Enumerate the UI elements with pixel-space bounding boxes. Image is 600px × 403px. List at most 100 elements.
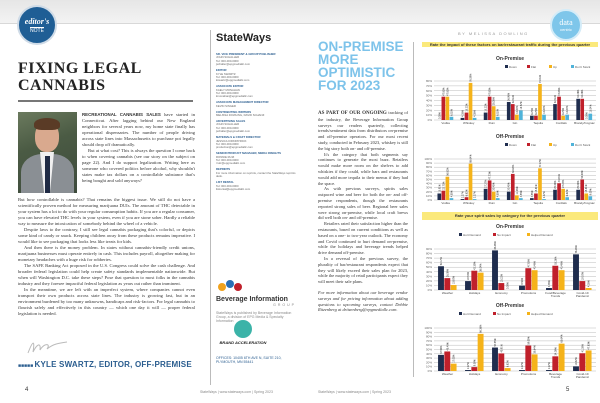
legend-label: Up	[553, 143, 557, 147]
bar	[588, 113, 593, 120]
data-label: 28.26%	[493, 96, 496, 105]
chart-title: On-Premise	[496, 224, 524, 230]
footer-right: StateWays | www.stateways.com | Spring 2…	[318, 390, 391, 394]
data-label: 52.17%	[440, 256, 443, 265]
bar	[506, 101, 511, 120]
data-label: 4.55%	[520, 189, 523, 197]
legend-label: Don't Stock	[575, 143, 591, 147]
chart-title: Off-Premise	[496, 134, 525, 140]
bar	[580, 179, 585, 200]
legend-swatch	[493, 233, 496, 236]
data-label: 15.91%	[535, 183, 538, 192]
column-divider	[413, 42, 414, 377]
data-label: 17.05%	[453, 354, 456, 363]
y-tick-label: 40%	[426, 182, 432, 186]
x-tick-label: Covid-19 Pandemic	[576, 372, 590, 379]
bar	[538, 83, 542, 120]
bar	[438, 354, 444, 371]
data-label: 19.57%	[520, 100, 523, 109]
chart-title: On-Premise	[496, 56, 524, 62]
y-tick-label: 10%	[426, 113, 432, 117]
legend-label: Helped Demand	[531, 312, 553, 316]
masthead-line: kmonahan@epgmediallc.com	[216, 94, 253, 99]
legend-swatch	[505, 65, 508, 68]
data-label: 27.27%	[562, 179, 565, 188]
masthead-role: ASSOCIATE MANAGEMENT DIRECTOR	[216, 100, 269, 105]
masthead-line: jschaller@epgmediallc.com	[216, 129, 251, 134]
bar	[530, 115, 534, 120]
data-label: 34.09%	[554, 346, 557, 355]
data-label: 8.70%	[562, 107, 565, 115]
badge-line1: editor's	[24, 16, 50, 26]
bar	[519, 285, 525, 290]
legend-label: Flat	[531, 143, 536, 147]
y-tick-label: 50%	[426, 178, 432, 182]
bar	[472, 199, 477, 200]
bar	[477, 333, 484, 371]
paragraph: Retailers rated their satisfaction highe…	[318, 221, 408, 256]
bar	[561, 188, 565, 200]
data-label: 88.64%	[470, 154, 473, 163]
bar	[449, 116, 454, 120]
bar	[498, 283, 505, 290]
data-label: 86.96%	[494, 240, 497, 249]
bar	[450, 363, 457, 371]
legend-swatch	[527, 233, 530, 236]
y-tick-label: 90%	[426, 330, 432, 334]
y-tick-label: 40%	[426, 270, 432, 274]
x-tick-label: Gin	[513, 121, 518, 125]
y-tick-label: 20%	[426, 190, 432, 194]
data-label: 22.73%	[442, 181, 445, 190]
x-tick-label: Weather	[442, 291, 453, 295]
paragraph: The SAFE Banking Act proposed in the U.S…	[18, 263, 195, 286]
paragraph: It's the category that both segments say…	[318, 151, 408, 186]
bar	[546, 288, 552, 290]
editor-photo	[18, 112, 77, 193]
y-tick-label: 0%	[428, 288, 433, 292]
bar	[460, 199, 465, 200]
bar	[468, 82, 473, 120]
legend-swatch	[493, 312, 496, 315]
y-tick-label: 0%	[428, 369, 433, 373]
masthead-role: REPRINTS	[216, 167, 231, 172]
y-tick-label: 70%	[426, 84, 432, 88]
bar	[510, 104, 515, 120]
data-label: 10.87%	[543, 105, 546, 114]
data-label: 6.82%	[465, 189, 468, 197]
masthead-line: production@epgmediallc.com	[216, 145, 253, 150]
data-label: 4.35%	[461, 109, 464, 117]
editor-byline: ■■■■■ KYLE SWARTZ, EDITOR, OFF-PREMISE	[18, 360, 192, 369]
data-label: 15.22%	[485, 103, 488, 112]
masthead-line: jschaller@epgmediallc.com	[216, 62, 251, 67]
data-label: 63.64%	[512, 164, 515, 173]
bar	[449, 198, 454, 200]
y-tick-label: 40%	[426, 99, 432, 103]
bar	[558, 343, 565, 371]
top-band	[0, 0, 600, 24]
data-label: 6.82%	[507, 359, 510, 367]
x-tick-label: Whiskey	[463, 201, 475, 205]
badge-line1: data	[559, 18, 573, 27]
article-title: FIXING LEGAL CANNABIS	[18, 60, 141, 94]
brand-acceleration-logo: BRAND ACCELERATION	[218, 320, 268, 345]
bar	[472, 117, 477, 120]
survey-byline: BY MELISSA DOWLING	[458, 31, 529, 36]
bar	[487, 96, 492, 120]
masthead-line: KYLE SWARTZ	[216, 71, 236, 76]
paragraph: have started in Connecticut. After laggi…	[82, 112, 195, 147]
data-label: 10.87%	[566, 105, 569, 114]
data-label: 41.30%	[581, 343, 584, 352]
bar	[510, 173, 515, 200]
paragraph: In the meantime, we are left with an imp…	[18, 287, 195, 316]
data-label: 0.00%	[585, 111, 588, 119]
x-tick-label: Tequila	[533, 201, 543, 205]
y-tick-label: 100%	[424, 326, 432, 330]
masthead-line: JOHN SCHALLER	[216, 122, 240, 127]
y-tick-label: 80%	[426, 79, 432, 83]
x-tick-label: Holidays	[469, 291, 481, 295]
editors-note-badge: editor's NOTE	[17, 5, 57, 45]
data-label: 2.27%	[461, 190, 464, 198]
x-tick-label: Economy	[495, 291, 508, 295]
badge-line2: NOTE	[30, 26, 44, 34]
data-label: 76.09%	[470, 73, 473, 82]
